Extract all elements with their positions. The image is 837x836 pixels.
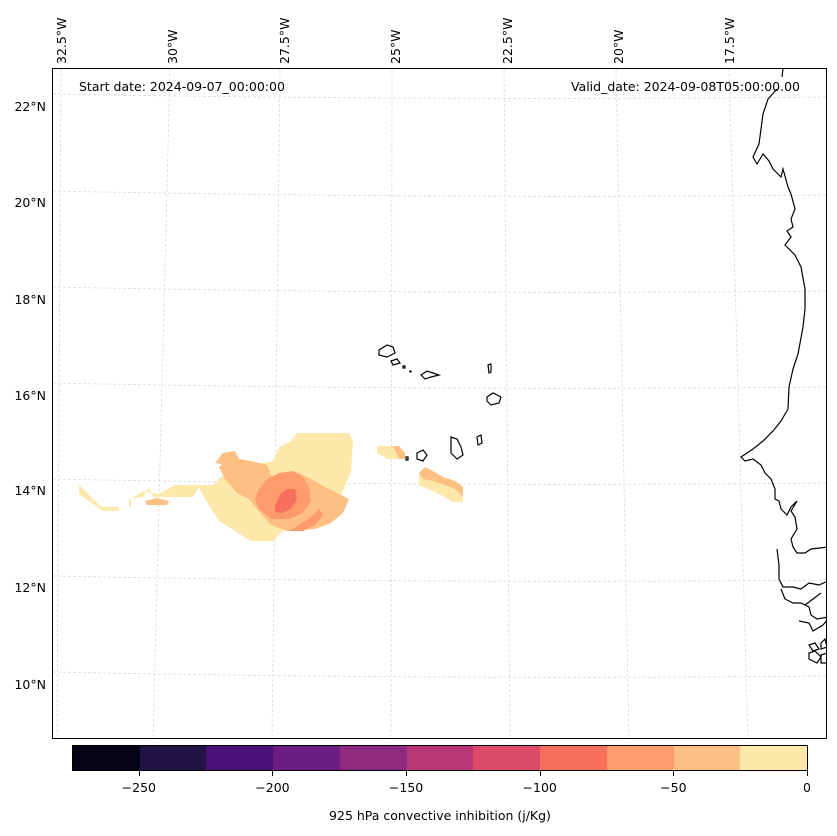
colorbar-label: 925 hPa convective inhibition (j/Kg) <box>329 808 551 823</box>
lat-label: 20°N <box>14 195 46 210</box>
gridline-lon-22.5 <box>503 69 511 738</box>
colorbar-segment <box>206 746 274 770</box>
island-fogo <box>416 449 428 462</box>
lon-label: 17.5°W <box>722 17 737 64</box>
coastlines <box>378 69 826 664</box>
island-boa-vista <box>486 392 502 406</box>
lat-label: 14°N <box>14 483 46 498</box>
cin-fill-minus25-to-minus50-nw <box>215 451 239 465</box>
colorbar-tick-label: −200 <box>255 780 290 795</box>
gridline-lat-10 <box>53 671 826 678</box>
lat-label: 12°N <box>14 580 46 595</box>
colorbar-segment <box>406 746 474 770</box>
island-santa-luzia <box>402 365 406 369</box>
gridline-lon-32.5 <box>56 69 62 738</box>
map-canvas <box>53 69 826 738</box>
island-brava <box>405 456 409 461</box>
cin-fill-patch-sw-light <box>377 446 403 459</box>
gridline-lat-16 <box>53 382 826 389</box>
lat-label: 22°N <box>14 99 46 114</box>
start-date-label: Start date: 2024-09-07_00:00:00 <box>79 79 285 94</box>
cin-fill-minus25-to-minus50-tail <box>145 498 169 505</box>
gridline-lat-22 <box>53 93 826 99</box>
colorbar-tick-label: −100 <box>522 780 557 795</box>
colorbar-tick <box>673 771 675 776</box>
gridline-lon-20 <box>615 69 630 738</box>
lon-label: 20°W <box>611 29 626 64</box>
cin-fill-minus75-to-minus100 <box>275 489 297 513</box>
map-panel[interactable]: Start date: 2024-09-07_00:00:00 Valid_da… <box>52 68 827 739</box>
colorbar-segment <box>473 746 541 770</box>
coastline-west-africa <box>740 69 826 664</box>
cin-fill-patch-sw-mid <box>393 446 405 459</box>
colorbar-segment <box>273 746 340 770</box>
colorbar <box>72 745 808 771</box>
island-sao-nicolau <box>420 370 442 380</box>
colorbar-tick <box>272 771 274 776</box>
gridline-lat-20 <box>53 190 826 197</box>
colorbar-tick <box>539 771 541 776</box>
colorbar-segment <box>139 746 207 770</box>
gridlines <box>53 69 826 738</box>
island-sal <box>487 363 492 374</box>
colorbar-tick-label: −150 <box>388 780 424 795</box>
gridline-lon-30 <box>152 69 171 738</box>
cin-contours <box>79 433 463 541</box>
colorbar-tick-label: −250 <box>121 780 156 795</box>
colorbar-tick <box>138 771 140 776</box>
valid-date-label: Valid_date: 2024-09-08T05:00:00.00 <box>570 79 800 94</box>
lon-label: 27.5°W <box>277 17 292 64</box>
island-maio <box>476 434 483 446</box>
cin-fill-minus50-to-minus75-se <box>289 509 323 531</box>
gridline-lat-12 <box>53 575 826 582</box>
gridline-lon-27.5 <box>271 69 281 738</box>
colorbar-tick-label: −50 <box>660 780 687 795</box>
colorbar-tick <box>406 771 408 776</box>
lat-label: 16°N <box>14 388 46 403</box>
colorbar-segment <box>606 746 674 770</box>
island-sao-vicente <box>390 358 402 366</box>
island-raso <box>409 370 412 373</box>
lon-label: 25°W <box>388 29 403 64</box>
island-santiago <box>450 436 464 460</box>
lat-label: 18°N <box>14 292 46 307</box>
lat-label: 10°N <box>14 677 46 692</box>
colorbar-tick-label: 0 <box>803 780 811 795</box>
gridline-lon-25 <box>390 69 393 738</box>
colorbar-segment <box>673 746 741 770</box>
lon-label: 32.5°W <box>54 17 69 64</box>
lon-label: 22.5°W <box>500 17 515 64</box>
colorbar-segment <box>73 746 140 770</box>
colorbar-segment <box>339 746 407 770</box>
cin-fill-patch-s-mid <box>419 467 463 497</box>
gridline-lon-17.5 <box>728 69 749 738</box>
gridline-lat-18 <box>53 286 826 293</box>
colorbar-segment <box>740 746 808 770</box>
island-santo-antao <box>378 344 396 358</box>
colorbar-segment <box>540 746 607 770</box>
lon-label: 30°W <box>165 29 180 64</box>
colorbar-tick <box>807 771 808 776</box>
